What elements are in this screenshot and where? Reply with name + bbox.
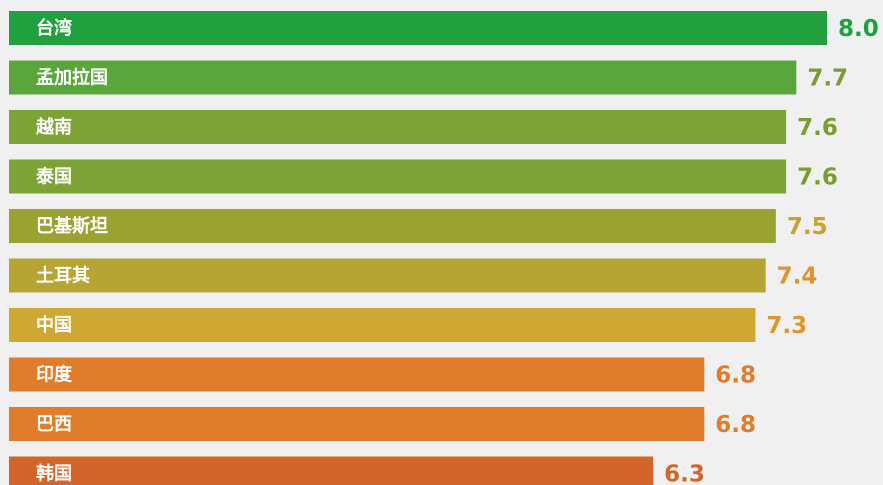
- category-label: 印度: [36, 364, 73, 386]
- category-label: 韩国: [36, 463, 72, 485]
- value-label: 8.0: [838, 16, 879, 42]
- bar: [9, 159, 787, 194]
- category-label: 巴基斯坦: [36, 215, 108, 237]
- category-label: 台湾: [36, 17, 72, 39]
- bar-row: 孟加拉国 7.7: [9, 60, 848, 95]
- category-label: 土耳其: [36, 266, 90, 287]
- category-label: 越南: [35, 116, 72, 138]
- bar-row: 印度 6.8: [9, 357, 756, 392]
- value-label: 6.8: [715, 363, 756, 389]
- value-label: 7.6: [797, 165, 838, 191]
- bar-row: 中国 7.3: [9, 308, 807, 342]
- bar: [9, 110, 787, 144]
- category-label: 泰国: [35, 166, 72, 188]
- bar-row: 巴基斯坦 7.5: [9, 209, 828, 243]
- bar: [9, 357, 705, 392]
- value-label: 7.7: [807, 66, 848, 92]
- bar-row: 韩国 6.3: [9, 456, 705, 485]
- bar-row: 越南 7.6: [9, 110, 838, 144]
- bar-row: 土耳其 7.4: [9, 258, 818, 293]
- bar: [9, 456, 654, 485]
- value-label: 6.3: [664, 462, 705, 485]
- value-label: 7.5: [787, 214, 828, 240]
- value-label: 7.4: [777, 264, 818, 290]
- bar: [9, 258, 766, 293]
- bar-row: 泰国 7.6: [9, 159, 838, 194]
- bar: [9, 308, 756, 342]
- bar-row: 巴西 6.8: [9, 407, 756, 441]
- bar: [9, 11, 827, 45]
- category-label: 巴西: [36, 414, 72, 435]
- value-label: 7.3: [766, 313, 807, 339]
- bar-row: 台湾 8.0: [9, 11, 879, 45]
- category-label: 孟加拉国: [36, 67, 108, 89]
- value-label: 6.8: [715, 412, 756, 438]
- value-label: 7.6: [797, 115, 838, 141]
- bar: [9, 60, 797, 95]
- bar: [9, 209, 776, 243]
- bar: [9, 407, 705, 441]
- category-label: 中国: [36, 314, 72, 336]
